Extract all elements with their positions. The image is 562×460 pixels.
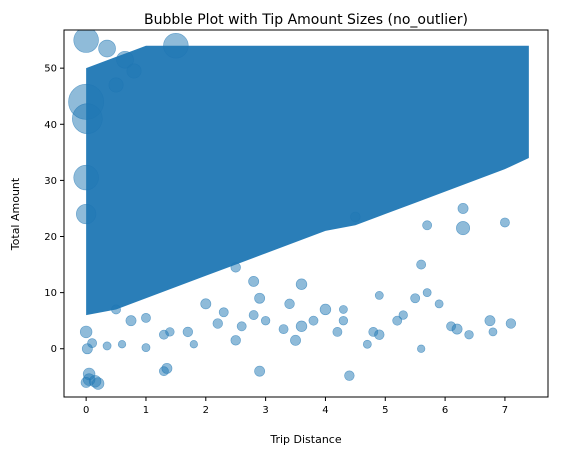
bubble-point bbox=[117, 340, 127, 349]
bubble-point bbox=[254, 365, 266, 377]
bubble-point bbox=[457, 203, 469, 214]
x-tick-label: 3 bbox=[262, 405, 268, 416]
bubble-point bbox=[398, 310, 408, 320]
bubble-point bbox=[248, 275, 260, 287]
bubble-point bbox=[98, 39, 116, 58]
bubble-point bbox=[284, 298, 295, 310]
bubble-point bbox=[212, 318, 223, 329]
bubble-point bbox=[182, 326, 194, 338]
bubble-point bbox=[230, 335, 241, 346]
bubble-point bbox=[451, 323, 463, 335]
bubble-point bbox=[308, 315, 319, 326]
x-axis-label: Trip Distance bbox=[269, 433, 341, 446]
bubble-point bbox=[392, 315, 403, 326]
bubble-point bbox=[295, 278, 308, 290]
x-axis-ticks: 0 1 2 3 4 5 6 7 bbox=[83, 397, 508, 416]
bubble-point bbox=[116, 50, 134, 69]
dense-bubble-area bbox=[86, 45, 529, 316]
bubble-point bbox=[230, 262, 241, 273]
y-axis-label: Total Amount bbox=[9, 177, 22, 251]
bubble-point bbox=[141, 343, 151, 352]
bubble-point bbox=[344, 370, 355, 381]
bubble-point bbox=[500, 217, 510, 228]
bubble-point bbox=[488, 327, 498, 337]
bubble-point bbox=[374, 291, 384, 300]
bubble-series bbox=[68, 30, 517, 390]
bubble-point bbox=[260, 316, 271, 326]
bubble-point bbox=[505, 318, 517, 329]
x-tick-label: 7 bbox=[502, 405, 508, 416]
bubble-point bbox=[295, 320, 308, 332]
bubble-point bbox=[422, 288, 432, 298]
bubble-point bbox=[163, 33, 189, 59]
bubble-point bbox=[456, 221, 471, 236]
bubble-point bbox=[410, 293, 421, 304]
plot-frame bbox=[63, 29, 549, 398]
bubble-point bbox=[339, 305, 348, 314]
bubble-point bbox=[72, 103, 103, 134]
x-tick-label: 0 bbox=[83, 405, 89, 416]
y-tick-label: 40 bbox=[44, 120, 57, 131]
bubble-point bbox=[362, 339, 372, 349]
bubble-point bbox=[338, 316, 349, 326]
bubble-point bbox=[464, 330, 474, 340]
bubble-point bbox=[422, 220, 433, 231]
bubble-point bbox=[125, 315, 137, 327]
bubble-point bbox=[350, 211, 361, 223]
bubble-point bbox=[165, 327, 175, 337]
bubble-point bbox=[91, 377, 105, 390]
bubble-point bbox=[278, 324, 289, 334]
x-tick-label: 2 bbox=[203, 405, 209, 416]
bubble-point bbox=[111, 304, 121, 315]
y-tick-label: 10 bbox=[44, 288, 57, 299]
bubble-point bbox=[87, 338, 98, 349]
bubble-point bbox=[159, 366, 169, 377]
bubble-point bbox=[434, 299, 444, 309]
bubble-point bbox=[200, 298, 212, 310]
bubble-point bbox=[236, 321, 247, 332]
y-tick-label: 30 bbox=[44, 176, 57, 187]
bubble-point bbox=[416, 259, 427, 270]
bubble-point bbox=[332, 327, 343, 337]
bubble-point bbox=[290, 334, 301, 346]
x-tick-label: 1 bbox=[143, 405, 149, 416]
bubble-point bbox=[218, 307, 229, 318]
bubble-point bbox=[248, 310, 259, 320]
bubble-point bbox=[319, 303, 332, 316]
bubble-point bbox=[102, 341, 112, 351]
bubble-point bbox=[76, 203, 97, 225]
x-tick-label: 6 bbox=[442, 405, 448, 416]
x-tick-label: 5 bbox=[382, 405, 388, 416]
bubble-point bbox=[108, 77, 124, 93]
bubble-point bbox=[73, 30, 99, 53]
dense-bubble-field bbox=[86, 45, 529, 316]
y-tick-label: 50 bbox=[44, 64, 57, 75]
bubble-point bbox=[141, 312, 151, 323]
y-tick-label: 0 bbox=[51, 344, 57, 355]
bubble-point bbox=[484, 315, 496, 327]
chart-title: Bubble Plot with Tip Amount Sizes (no_ou… bbox=[144, 12, 468, 28]
y-tick-label: 20 bbox=[44, 232, 57, 243]
bubble-point bbox=[254, 292, 266, 304]
bubble-point bbox=[189, 340, 198, 349]
bubble-point bbox=[73, 164, 99, 191]
bubble-point bbox=[79, 325, 93, 339]
y-axis-ticks: 0 10 20 30 40 50 bbox=[44, 64, 64, 355]
bubble-point bbox=[417, 344, 426, 353]
x-tick-label: 4 bbox=[322, 405, 328, 416]
bubble-point bbox=[374, 329, 385, 340]
bubble-point bbox=[126, 63, 142, 79]
